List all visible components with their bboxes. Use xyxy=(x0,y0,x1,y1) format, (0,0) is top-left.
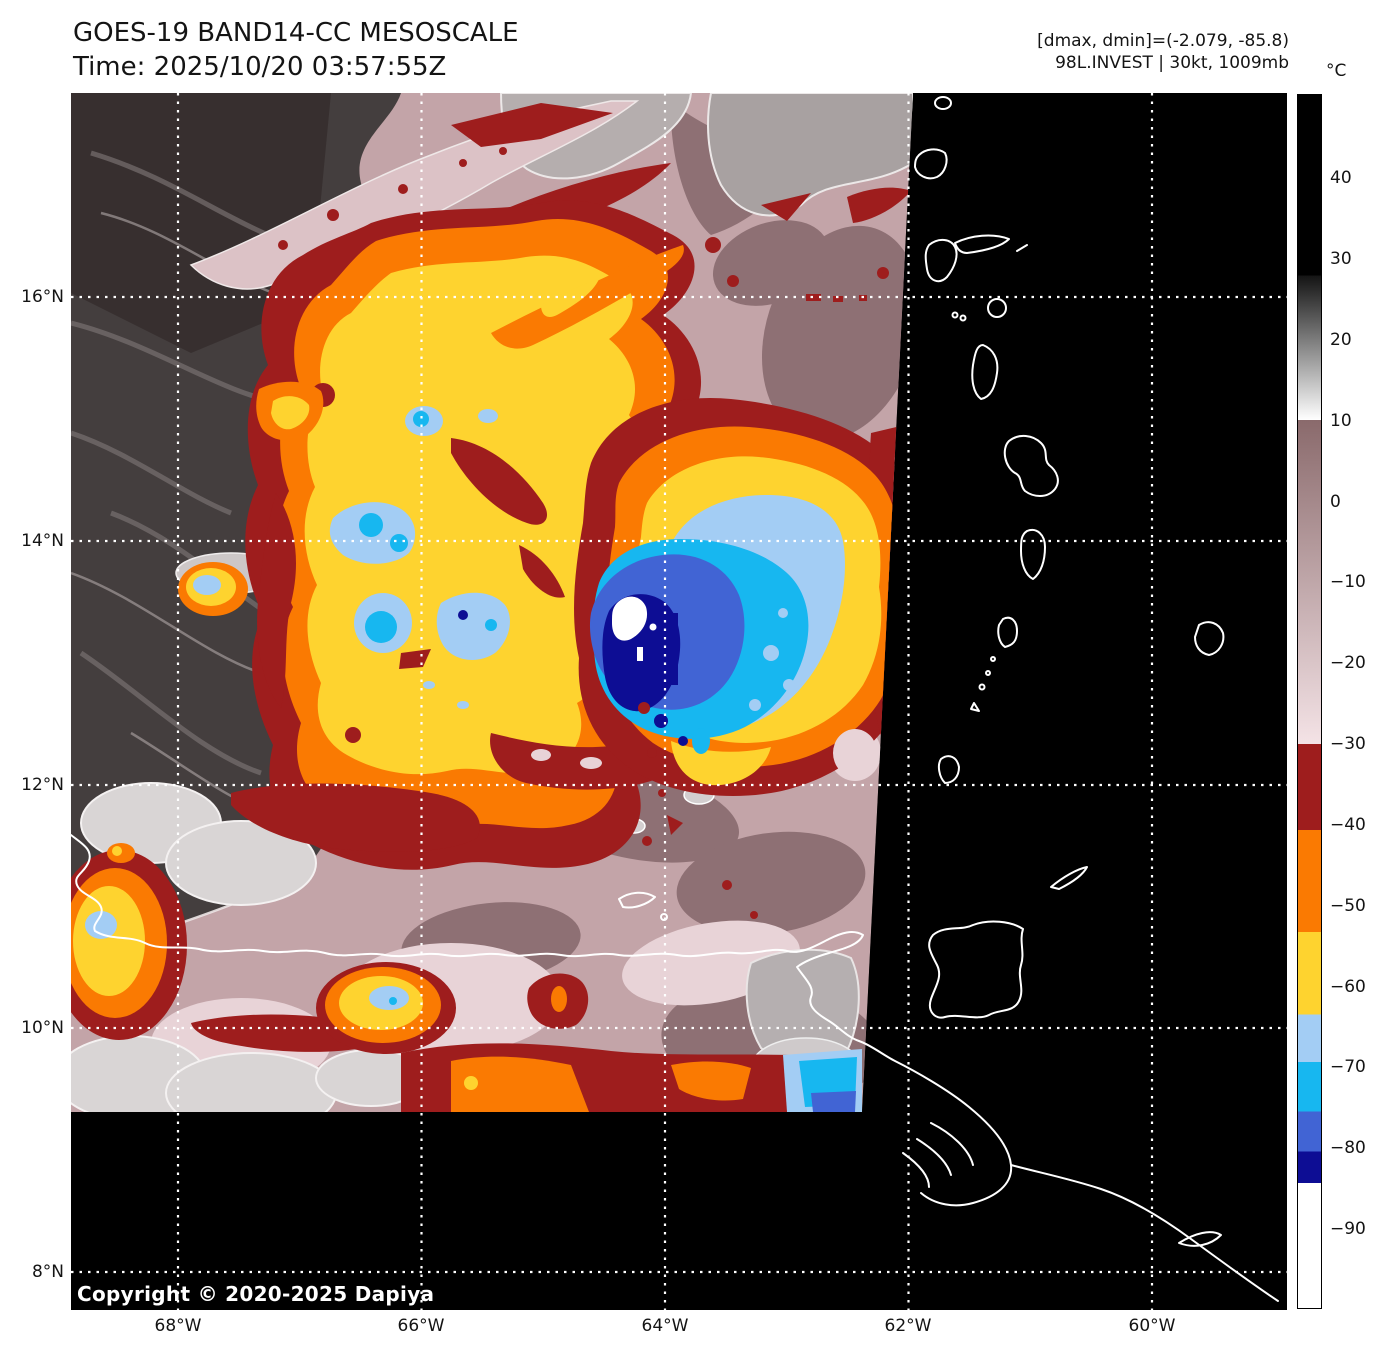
colorbar-tick: −70 xyxy=(1330,1057,1366,1077)
x-axis-tick: 60°W xyxy=(1128,1316,1176,1336)
colorbar-tick: −30 xyxy=(1330,734,1366,754)
storm-cold-core xyxy=(574,398,913,796)
colorbar-unit-label: °C xyxy=(1326,61,1347,81)
colorbar-tick: −50 xyxy=(1330,896,1366,916)
orinoco-delta-channels xyxy=(902,1122,974,1188)
coastal-island xyxy=(1178,1231,1222,1247)
colorbar xyxy=(1297,94,1322,1309)
x-axis-tick: 66°W xyxy=(397,1316,445,1336)
colorbar-tick: −60 xyxy=(1330,977,1366,997)
figure-annotations: [dmax, dmin]=(-2.079, -85.8) 98L.INVEST … xyxy=(1037,30,1289,74)
cold-cells-light-blue xyxy=(272,406,510,709)
storm-annotation: 98L.INVEST | 30kt, 1009mb xyxy=(1055,53,1289,73)
y-axis-tick: 12°N xyxy=(21,775,64,795)
colorbar-tick: 30 xyxy=(1330,249,1352,269)
satellite-map xyxy=(71,93,1287,1310)
x-axis-tick: 68°W xyxy=(154,1316,202,1336)
gridlines xyxy=(71,93,1287,1310)
coastline-trinidad xyxy=(928,920,1024,1019)
figure-title-block: GOES-19 BAND14-CC MESOSCALE Time: 2025/1… xyxy=(73,16,519,84)
colorbar-tick: 20 xyxy=(1330,330,1352,350)
white-coldest-pixels xyxy=(612,596,657,661)
figure-title: GOES-19 BAND14-CC MESOSCALE xyxy=(73,18,519,48)
x-axis-tick: 62°W xyxy=(884,1316,932,1336)
satellite-data-sector xyxy=(71,93,913,1112)
colorbar-tick: −80 xyxy=(1330,1138,1366,1158)
colorbar-tick: −10 xyxy=(1330,572,1366,592)
coastline-tobago xyxy=(1050,866,1088,890)
colorbar-tick: −90 xyxy=(1330,1219,1366,1239)
colorbar-tick: 0 xyxy=(1330,492,1341,512)
southern-convection-band xyxy=(71,702,862,1112)
y-axis-tick: 8°N xyxy=(31,1262,64,1282)
copyright-watermark: Copyright © 2020-2025 Dapiya xyxy=(77,1282,435,1306)
colorbar-tick: −20 xyxy=(1330,653,1366,673)
colorbar-tick: 10 xyxy=(1330,411,1352,431)
y-axis-tick: 14°N xyxy=(21,531,64,551)
coastline-barbados xyxy=(1194,621,1225,656)
coastline-margarita xyxy=(618,891,656,909)
figure-timestamp: Time: 2025/10/20 03:57:55Z xyxy=(73,52,447,82)
y-axis-tick: 16°N xyxy=(21,287,64,307)
y-axis-tick: 10°N xyxy=(21,1018,64,1038)
colorbar-tick: −40 xyxy=(1330,815,1366,835)
x-axis-tick: 64°W xyxy=(641,1316,689,1336)
colorbar-tick: 40 xyxy=(1330,168,1352,188)
lesser-antilles-islands xyxy=(914,96,1225,784)
dmax-dmin-annotation: [dmax, dmin]=(-2.079, -85.8) xyxy=(1037,31,1289,51)
coastline-venezuela xyxy=(71,834,1013,1207)
